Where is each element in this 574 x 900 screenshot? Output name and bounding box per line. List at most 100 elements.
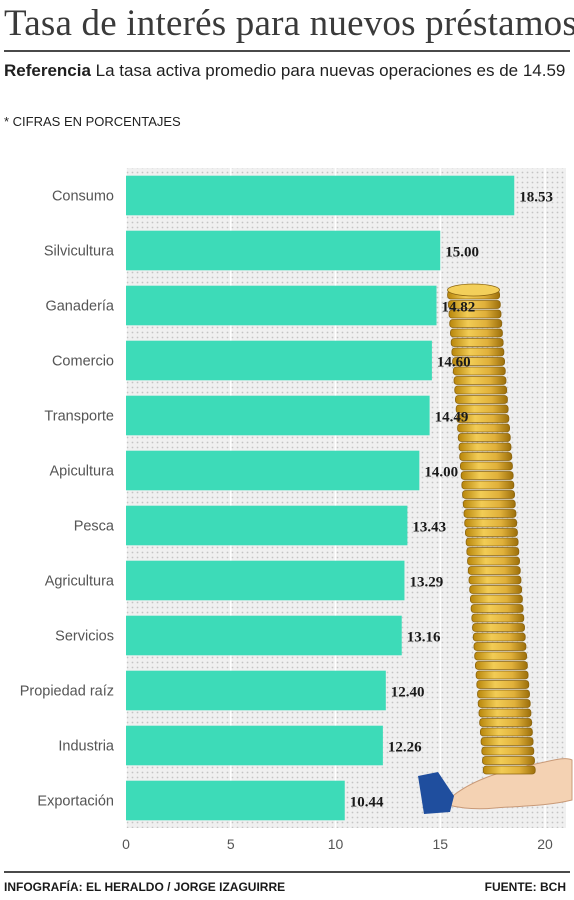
x-tick-label: 20 [537,836,553,852]
bar [126,340,432,381]
credit-text: INFOGRAFÍA: EL HERALDO / JORGE IZAGUIRRE [4,880,286,894]
category-label: Industria [58,739,115,755]
x-tick-label: 15 [432,836,448,852]
value-label: 10.44 [350,795,384,811]
reference-note: Referencia La tasa activa promedio para … [4,60,570,81]
bar [126,670,386,711]
coin [482,765,536,775]
bar [126,395,430,436]
coin [450,338,504,347]
coin [481,746,535,756]
coin [453,376,507,385]
value-label: 14.82 [442,300,476,316]
coin [463,509,517,518]
coin [474,651,528,661]
coin [479,727,533,737]
value-label: 14.49 [435,410,469,426]
category-label: Transporte [44,409,114,425]
coin-top [447,283,500,297]
category-label: Apicultura [50,464,115,480]
title-divider [4,50,570,52]
value-label: 15.00 [445,245,479,261]
coin [457,423,510,433]
x-tick-label: 10 [328,836,344,852]
coin [462,490,515,499]
coin [475,670,529,680]
coin [478,708,532,718]
bar [126,560,405,601]
coin [467,556,520,566]
coin [480,737,534,746]
category-label: Comercio [52,354,114,370]
category-label: Ganadería [45,299,114,315]
value-label: 18.53 [519,190,553,206]
value-label: 13.29 [409,575,443,591]
coin [472,632,526,642]
value-label: 14.00 [424,465,458,481]
coin [464,518,518,528]
coin [459,452,513,461]
bar [126,505,408,546]
coin [462,499,516,509]
value-label: 12.40 [391,685,425,701]
bar [126,450,420,491]
coin [477,689,530,699]
bar [126,175,515,216]
sleeve-cuff [418,772,454,814]
coin [470,604,524,613]
coin [474,661,528,670]
coin [469,594,523,604]
coin [473,642,527,651]
bar-chart: Consumo 18.53 Silvicultura 15.00 Ganadería 14… [20,168,573,852]
category-label: Propiedad raíz [20,684,114,700]
x-tick-label: 0 [122,836,130,852]
coin [476,680,530,689]
coin [460,471,514,480]
value-label: 13.16 [407,630,441,646]
coin [465,537,519,547]
category-label: Pesca [74,519,115,535]
coin [452,357,505,366]
source-text: FUENTE: BCH [484,880,566,894]
coin [449,319,503,328]
coin [482,756,535,765]
value-label: 14.60 [437,355,471,371]
coin [452,366,506,376]
coin [457,433,511,442]
coin [469,585,523,594]
category-label: Silvicultura [44,244,115,260]
coin [456,414,510,423]
bar [126,230,441,271]
category-label: Servicios [55,629,114,645]
coin [448,309,502,319]
coin [458,442,512,452]
reference-label: Referencia [4,61,91,80]
coin [461,480,515,490]
coin [447,300,501,309]
coin [466,547,520,556]
footer-divider [4,871,570,873]
category-label: Consumo [52,189,114,205]
chart-title: Tasa de interés para nuevos préstamos [4,3,574,44]
coin [465,528,518,537]
coin [479,718,533,727]
reference-text: La tasa activa promedio para nuevas oper… [95,61,566,80]
coin [455,395,508,404]
coin [460,461,513,471]
bar [126,285,437,326]
bar [126,725,383,766]
coin [454,385,508,395]
coin [451,347,505,357]
coin [468,575,522,585]
coin [472,623,525,632]
coin [450,328,503,338]
value-label: 12.26 [388,740,422,756]
coin [471,613,525,623]
x-tick-label: 5 [227,836,235,852]
bar [126,615,402,656]
category-label: Agricultura [45,574,115,590]
coin [477,699,531,708]
coin [455,404,509,414]
coin [467,566,521,575]
coin-stack-illustration [418,283,573,814]
